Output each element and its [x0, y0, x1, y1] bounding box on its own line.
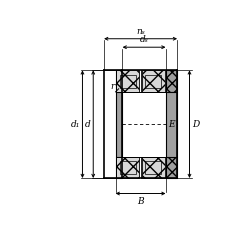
- Text: B: B: [137, 197, 143, 206]
- Text: d: d: [85, 120, 90, 129]
- Text: nₛ: nₛ: [136, 27, 144, 36]
- Bar: [116, 157, 139, 178]
- Text: r: r: [110, 82, 114, 91]
- Bar: [165, 92, 176, 157]
- Bar: [141, 70, 164, 92]
- Text: E: E: [167, 120, 174, 129]
- Text: D: D: [192, 120, 199, 129]
- Text: d₁: d₁: [71, 120, 80, 129]
- Bar: [119, 161, 135, 174]
- Bar: [115, 70, 122, 92]
- Bar: [165, 70, 176, 92]
- Bar: [116, 70, 139, 92]
- Bar: [144, 75, 161, 88]
- Bar: [141, 157, 164, 178]
- Bar: [115, 157, 122, 178]
- Bar: [144, 161, 161, 174]
- Bar: [119, 75, 135, 88]
- Bar: [165, 157, 176, 178]
- Bar: [115, 92, 122, 157]
- Text: dₛ: dₛ: [139, 35, 148, 44]
